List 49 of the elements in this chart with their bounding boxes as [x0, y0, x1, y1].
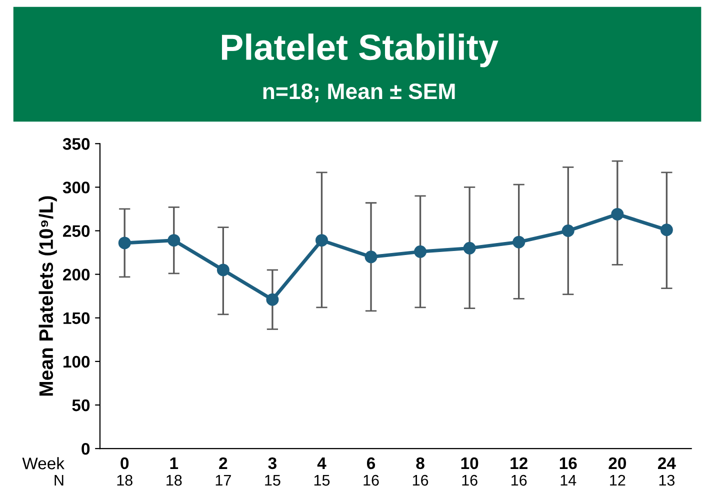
x-tick-label: 0 [120, 457, 129, 470]
text: N [54, 475, 64, 486]
point [414, 245, 427, 258]
text: 12 [610, 474, 626, 486]
y-tick-label: 350 [62, 138, 90, 150]
point [364, 250, 378, 264]
chart-subtitle: n=18; Mean ± SEM [263, 83, 455, 102]
text: 13 [659, 474, 675, 486]
x-tick-label: 24 [658, 457, 676, 469]
chart-title: Platelet Stability [222, 34, 498, 68]
point [266, 293, 279, 306]
point [611, 208, 624, 220]
text: 16 [462, 474, 478, 486]
x-tick-label: 6 [366, 457, 376, 470]
x-tick-label: 10 [461, 457, 478, 470]
y-tick-label: 150 [63, 312, 90, 324]
text: 15 [265, 475, 280, 486]
x-tick-label: 2 [219, 457, 228, 469]
x-tick-label: 4 [317, 458, 326, 469]
x-tick-label: 8 [416, 457, 424, 470]
point [660, 224, 673, 236]
text: 15 [314, 475, 330, 486]
x-tick-label: 12 [510, 457, 528, 469]
text: 14 [560, 475, 576, 486]
point [315, 234, 328, 247]
point [168, 234, 180, 247]
text: 16 [364, 474, 379, 486]
text: 16 [412, 474, 428, 486]
x-axis-title: Week [22, 457, 65, 470]
y-axis-title: Mean Platelets (10⁹/L) [38, 196, 57, 396]
text: 18 [117, 474, 132, 486]
text: 16 [512, 474, 527, 486]
y-tick-label: 100 [63, 356, 90, 368]
x-tick-label: 16 [560, 457, 577, 470]
x-tick-label: 1 [170, 458, 178, 469]
point [118, 236, 131, 250]
y-tick-label: 300 [62, 182, 90, 194]
point [512, 236, 526, 248]
y-tick-label: 200 [63, 268, 90, 281]
y-tick-label: 0 [82, 442, 90, 455]
point [216, 264, 230, 276]
x-tick-label: 20 [608, 457, 626, 470]
text: 17 [216, 475, 231, 486]
point [562, 224, 574, 238]
point [463, 242, 476, 254]
text: 18 [166, 474, 182, 486]
y-tick-label: 250 [63, 225, 90, 237]
y-tick-label: 50 [72, 399, 90, 412]
x-tick-label: 3 [268, 457, 276, 470]
